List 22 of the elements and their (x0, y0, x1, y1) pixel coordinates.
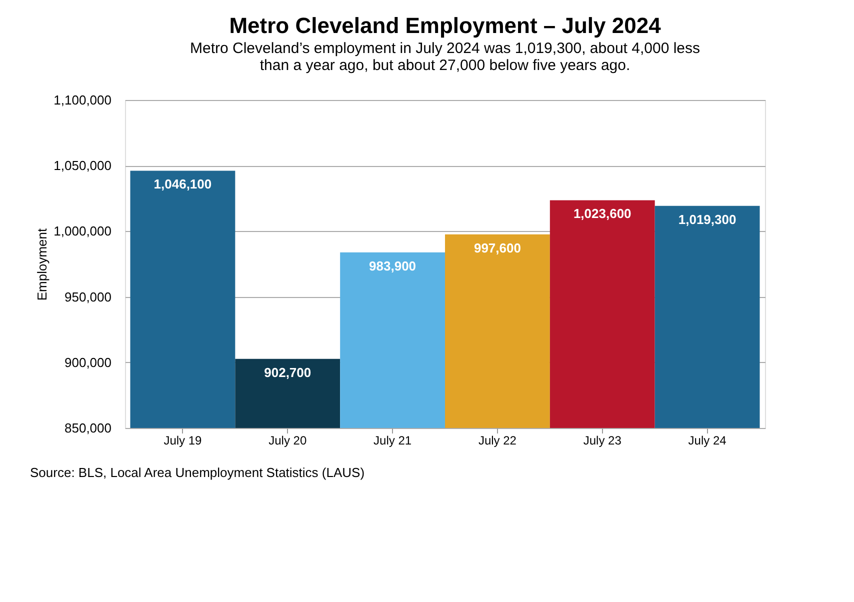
chart-title: Metro Cleveland Employment – July 2024 (229, 13, 662, 38)
data-label: 983,900 (369, 258, 416, 274)
data-label: 902,700 (264, 364, 312, 380)
data-label: 1,023,600 (573, 206, 632, 222)
data-label: 1,046,100 (154, 176, 212, 192)
y-tick-label: 1,000,000 (54, 224, 112, 239)
x-tick-label: July 23 (583, 434, 622, 448)
x-tick-label: July 19 (164, 434, 202, 448)
x-tick-label: July 24 (688, 434, 727, 448)
y-tick-label: 950,000 (64, 289, 112, 304)
y-axis-title: Employment (34, 228, 50, 301)
data-label: 997,600 (474, 240, 521, 256)
y-tick-label: 1,050,000 (54, 158, 112, 174)
x-tick-label: July 21 (374, 434, 412, 448)
chart-subtitle: Metro Cleveland’s employment in July 2024 was 1,019,300, about 4,000 less than a year ago, but about 27,000 below five years ago. (190, 40, 700, 74)
data-label: 1,019,300 (678, 212, 736, 227)
y-tick-label: 1,100,000 (54, 92, 112, 108)
x-tick-label: July 20 (268, 434, 307, 448)
y-tick-label: 900,000 (64, 354, 112, 370)
y-tick-label: 850,000 (64, 420, 112, 436)
x-tick-label: July 22 (478, 434, 517, 448)
source-note: Source: BLS, Local Area Unemployment Statistics (LAUS) (30, 465, 365, 480)
